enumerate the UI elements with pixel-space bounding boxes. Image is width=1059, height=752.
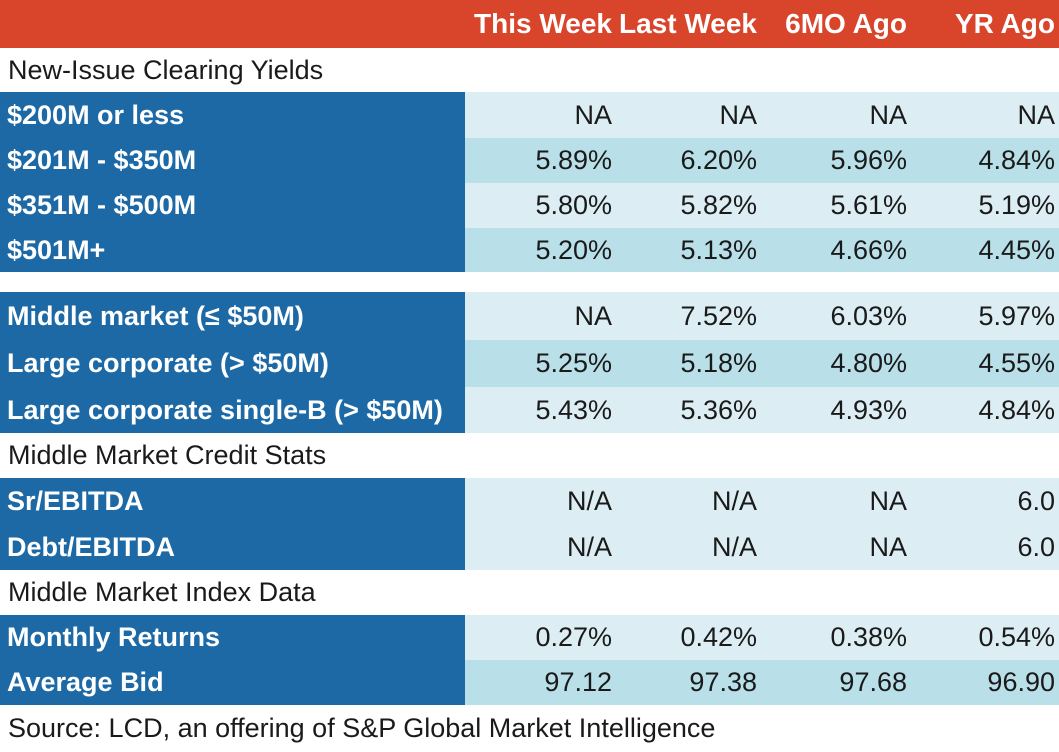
row-label: Monthly Returns bbox=[0, 615, 465, 660]
cell-6mo-ago: 5.96% bbox=[830, 145, 907, 175]
row-label: $201M - $350M bbox=[0, 138, 465, 183]
table-row: Average Bid 97.12 97.38 97.68 96.90 bbox=[0, 660, 1059, 705]
column-header-6mo-ago: 6MO Ago bbox=[785, 8, 907, 39]
cell-yr-ago: 5.97% bbox=[978, 300, 1055, 331]
row-label: $200M or less bbox=[0, 92, 465, 138]
cell-yr-ago: NA bbox=[1017, 99, 1055, 130]
row-label: Sr/EBITDA bbox=[0, 478, 465, 524]
table-row: Middle market (≤ $50M) NA 7.52% 6.03% 5.… bbox=[0, 292, 1059, 340]
cell-6mo-ago: 4.93% bbox=[830, 394, 907, 425]
column-header-yr-ago: YR Ago bbox=[954, 8, 1055, 39]
cell-last-week: 0.42% bbox=[680, 622, 757, 652]
cell-last-week: 6.20% bbox=[680, 145, 757, 175]
row-label: Debt/EBITDA bbox=[0, 524, 465, 570]
row-label: Average Bid bbox=[0, 660, 465, 705]
cell-yr-ago: 6.0 bbox=[1017, 485, 1055, 516]
cell-6mo-ago: NA bbox=[869, 99, 907, 130]
source-footnote: Source: LCD, an offering of S&P Global M… bbox=[0, 705, 1059, 752]
cell-yr-ago: 4.55% bbox=[978, 348, 1055, 378]
section-new-issue-yields: New-Issue Clearing Yields bbox=[0, 48, 1059, 92]
cell-yr-ago: 0.54% bbox=[978, 622, 1055, 652]
cell-last-week: 5.36% bbox=[680, 394, 757, 425]
cell-6mo-ago: NA bbox=[869, 531, 907, 562]
cell-last-week: 5.13% bbox=[680, 234, 757, 265]
cell-6mo-ago: 5.61% bbox=[830, 190, 907, 220]
cell-last-week: 7.52% bbox=[680, 300, 757, 331]
cell-6mo-ago: 4.66% bbox=[830, 234, 907, 265]
cell-6mo-ago: 4.80% bbox=[830, 348, 907, 378]
section-index-data: Middle Market Index Data bbox=[0, 570, 1059, 615]
row-label: $351M - $500M bbox=[0, 183, 465, 228]
column-header-last-week: Last Week bbox=[619, 8, 757, 39]
cell-yr-ago: 4.84% bbox=[978, 394, 1055, 425]
cell-last-week: NA bbox=[719, 99, 757, 130]
row-label: $501M+ bbox=[0, 228, 465, 272]
cell-this-week: NA bbox=[574, 99, 612, 130]
cell-this-week: NA bbox=[574, 300, 612, 331]
cell-this-week: N/A bbox=[566, 485, 612, 516]
cell-last-week: N/A bbox=[711, 485, 757, 516]
column-header-this-week: This Week bbox=[474, 8, 612, 39]
table-row: Large corporate (> $50M) 5.25% 5.18% 4.8… bbox=[0, 340, 1059, 387]
cell-this-week: 5.89% bbox=[535, 145, 612, 175]
cell-yr-ago: 4.84% bbox=[978, 145, 1055, 175]
cell-last-week: N/A bbox=[711, 531, 757, 562]
row-label: Large corporate (> $50M) bbox=[0, 340, 465, 387]
table-header: This Week Last Week 6MO Ago YR Ago bbox=[0, 0, 1059, 48]
row-label: Large corporate single-B (> $50M) bbox=[0, 387, 465, 433]
row-label: Middle market (≤ $50M) bbox=[0, 292, 465, 340]
table-row: Sr/EBITDA N/A N/A NA 6.0 bbox=[0, 478, 1059, 524]
cell-this-week: 5.25% bbox=[535, 348, 612, 378]
cell-last-week: 5.18% bbox=[680, 348, 757, 378]
cell-this-week: N/A bbox=[566, 531, 612, 562]
section-credit-stats: Middle Market Credit Stats bbox=[0, 433, 1059, 478]
table-row: $351M - $500M 5.80% 5.82% 5.61% 5.19% bbox=[0, 183, 1059, 228]
cell-6mo-ago: 6.03% bbox=[830, 300, 907, 331]
cell-yr-ago: 5.19% bbox=[978, 190, 1055, 220]
cell-6mo-ago: 97.68 bbox=[839, 667, 907, 697]
cell-this-week: 5.80% bbox=[535, 190, 612, 220]
table-row: Monthly Returns 0.27% 0.42% 0.38% 0.54% bbox=[0, 615, 1059, 660]
table-row: $201M - $350M 5.89% 6.20% 5.96% 4.84% bbox=[0, 138, 1059, 183]
cell-yr-ago: 4.45% bbox=[978, 234, 1055, 265]
cell-6mo-ago: NA bbox=[869, 485, 907, 516]
cell-this-week: 97.12 bbox=[544, 667, 612, 697]
table-row: $501M+ 5.20% 5.13% 4.66% 4.45% bbox=[0, 228, 1059, 272]
table-row: Debt/EBITDA N/A N/A NA 6.0 bbox=[0, 524, 1059, 570]
cell-this-week: 0.27% bbox=[535, 622, 612, 652]
cell-yr-ago: 6.0 bbox=[1017, 531, 1055, 562]
table-row: $200M or less NA NA NA NA bbox=[0, 92, 1059, 138]
cell-last-week: 97.38 bbox=[689, 667, 757, 697]
table-row: Large corporate single-B (> $50M) 5.43% … bbox=[0, 387, 1059, 433]
cell-last-week: 5.82% bbox=[680, 190, 757, 220]
row-spacer bbox=[0, 272, 1059, 292]
cell-this-week: 5.43% bbox=[535, 394, 612, 425]
cell-this-week: 5.20% bbox=[535, 234, 612, 265]
cell-6mo-ago: 0.38% bbox=[830, 622, 907, 652]
cell-yr-ago: 96.90 bbox=[987, 667, 1055, 697]
